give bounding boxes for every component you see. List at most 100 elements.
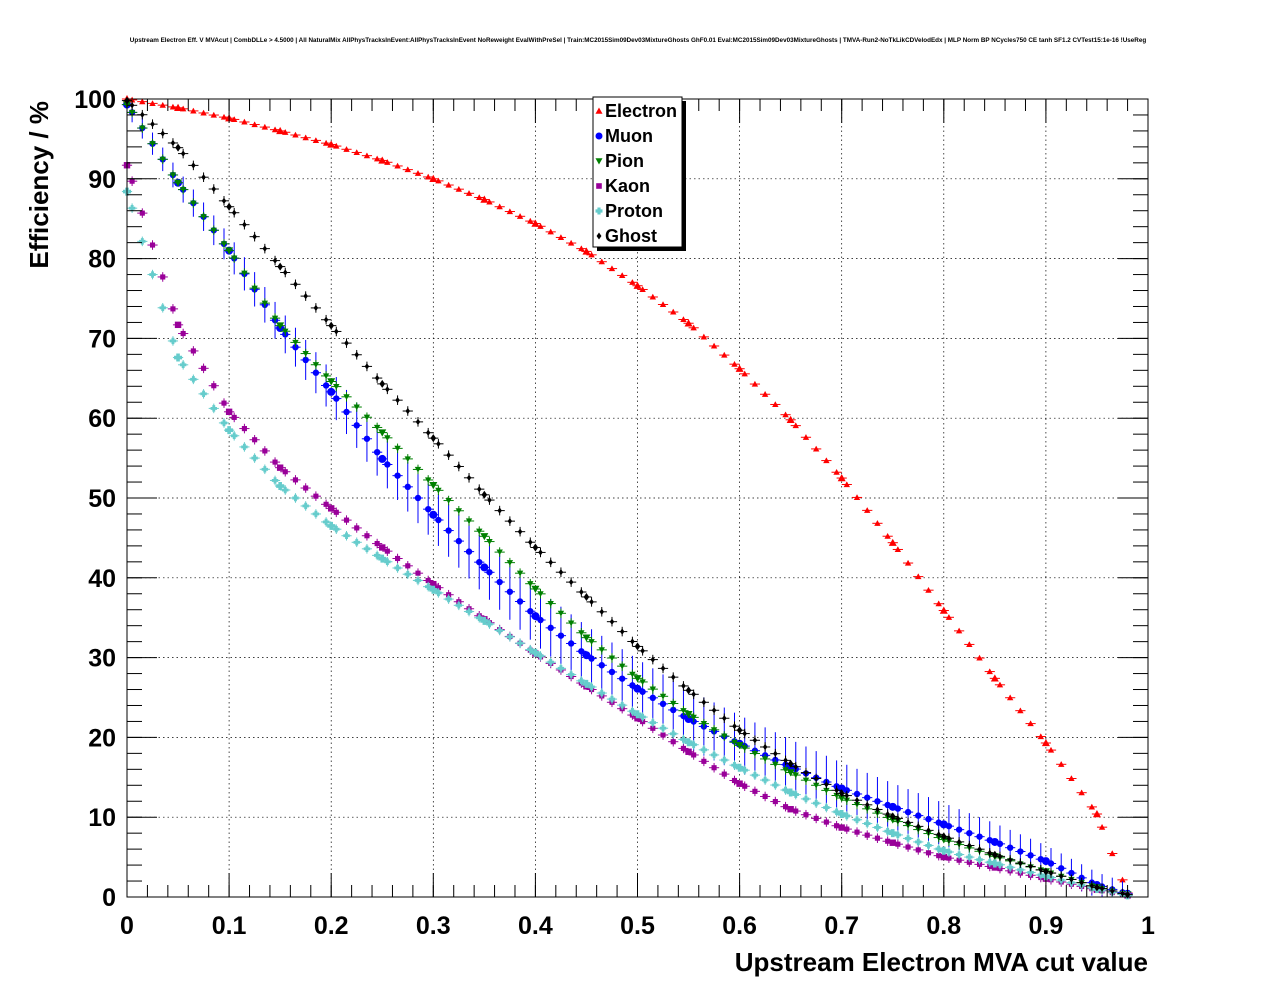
x-tick-label: 0.5 — [620, 912, 655, 940]
bin-marker — [608, 695, 616, 703]
bin-marker — [231, 432, 238, 439]
bin-marker — [670, 739, 676, 745]
data-point — [430, 580, 437, 588]
bin-marker — [282, 129, 289, 135]
bin-marker — [414, 494, 422, 502]
bin-marker — [251, 454, 258, 462]
bin-marker — [1038, 866, 1044, 873]
data-point — [429, 510, 438, 519]
bin-marker — [322, 382, 330, 389]
bin-marker — [322, 518, 330, 526]
bin-marker — [701, 758, 707, 764]
bin-marker — [323, 316, 329, 323]
bin-marker — [844, 826, 850, 832]
bin-marker — [843, 481, 851, 488]
bin-marker — [252, 233, 257, 240]
bin-marker — [507, 517, 513, 525]
bin-marker — [1017, 848, 1024, 855]
data-point — [684, 711, 693, 719]
bin-marker — [823, 819, 829, 825]
bin-marker — [618, 663, 626, 670]
data-series — [121, 95, 1133, 900]
bin-marker — [578, 677, 585, 685]
bin-marker — [925, 850, 932, 856]
bin-marker — [977, 845, 982, 853]
bin-marker — [772, 401, 779, 408]
legend-item-pion: Pion — [595, 151, 644, 171]
data-point — [582, 634, 591, 642]
bin-marker — [1119, 876, 1126, 883]
bin-marker — [895, 841, 901, 847]
bin-marker — [904, 808, 912, 816]
bin-marker — [608, 265, 616, 272]
bin-marker — [812, 800, 820, 807]
bin-marker — [282, 469, 288, 475]
bin-marker — [1028, 863, 1033, 870]
bin-marker — [598, 689, 605, 697]
bin-marker — [680, 316, 687, 323]
bin-marker — [220, 113, 228, 120]
data-point — [531, 219, 540, 227]
legend-label: Kaon — [605, 176, 650, 196]
data-point — [634, 642, 641, 651]
bin-marker — [588, 639, 595, 645]
bin-marker — [567, 671, 575, 678]
bin-marker — [435, 487, 442, 494]
bin-marker — [608, 655, 616, 662]
bin-marker — [1068, 775, 1075, 782]
bin-marker — [1037, 855, 1044, 863]
bin-marker — [455, 602, 463, 609]
bin-marker — [292, 477, 299, 483]
bin-marker — [435, 589, 442, 597]
bin-marker — [588, 251, 595, 258]
bin-marker — [854, 797, 860, 804]
bin-marker — [659, 725, 667, 732]
bin-marker — [1068, 869, 1075, 877]
bin-marker — [956, 838, 962, 846]
y-tick-label: 70 — [88, 325, 116, 353]
bin-marker — [129, 102, 135, 109]
bin-marker — [935, 845, 942, 853]
legend-label: Pion — [605, 151, 644, 171]
bin-marker — [986, 836, 993, 844]
data-point — [786, 415, 795, 423]
bin-marker — [874, 835, 880, 841]
data-point — [888, 538, 897, 546]
bin-marker — [690, 714, 697, 721]
bin-marker — [302, 134, 309, 141]
bin-marker — [353, 149, 360, 156]
data-point — [786, 769, 795, 777]
legend-item-muon: Muon — [595, 126, 653, 146]
legend-marker — [595, 207, 603, 215]
bin-marker — [343, 517, 350, 523]
data-point — [328, 505, 335, 512]
legend-label: Electron — [605, 101, 677, 121]
data-point — [480, 616, 489, 625]
bin-marker — [823, 787, 830, 794]
bin-marker — [700, 333, 708, 340]
bin-marker — [710, 727, 718, 734]
bin-marker — [864, 820, 871, 827]
bin-marker — [395, 396, 400, 404]
bin-marker — [292, 494, 299, 502]
bin-marker — [486, 539, 493, 545]
bin-marker — [465, 518, 473, 525]
bin-marker — [721, 733, 728, 740]
bin-marker — [169, 172, 177, 179]
bin-marker — [506, 208, 514, 215]
bin-marker — [557, 610, 565, 617]
bin-marker — [659, 693, 667, 700]
bin-marker — [384, 159, 391, 165]
bin-marker — [936, 853, 942, 859]
bin-marker — [405, 407, 411, 415]
bin-marker — [1017, 866, 1024, 874]
bin-marker — [557, 234, 565, 241]
bin-marker — [394, 564, 401, 572]
bin-marker — [312, 137, 320, 143]
bin-marker — [149, 242, 156, 248]
bin-marker — [312, 369, 320, 376]
bin-marker — [996, 840, 1004, 848]
bin-marker — [191, 162, 196, 169]
bin-marker — [251, 121, 258, 128]
bin-marker — [945, 848, 953, 856]
